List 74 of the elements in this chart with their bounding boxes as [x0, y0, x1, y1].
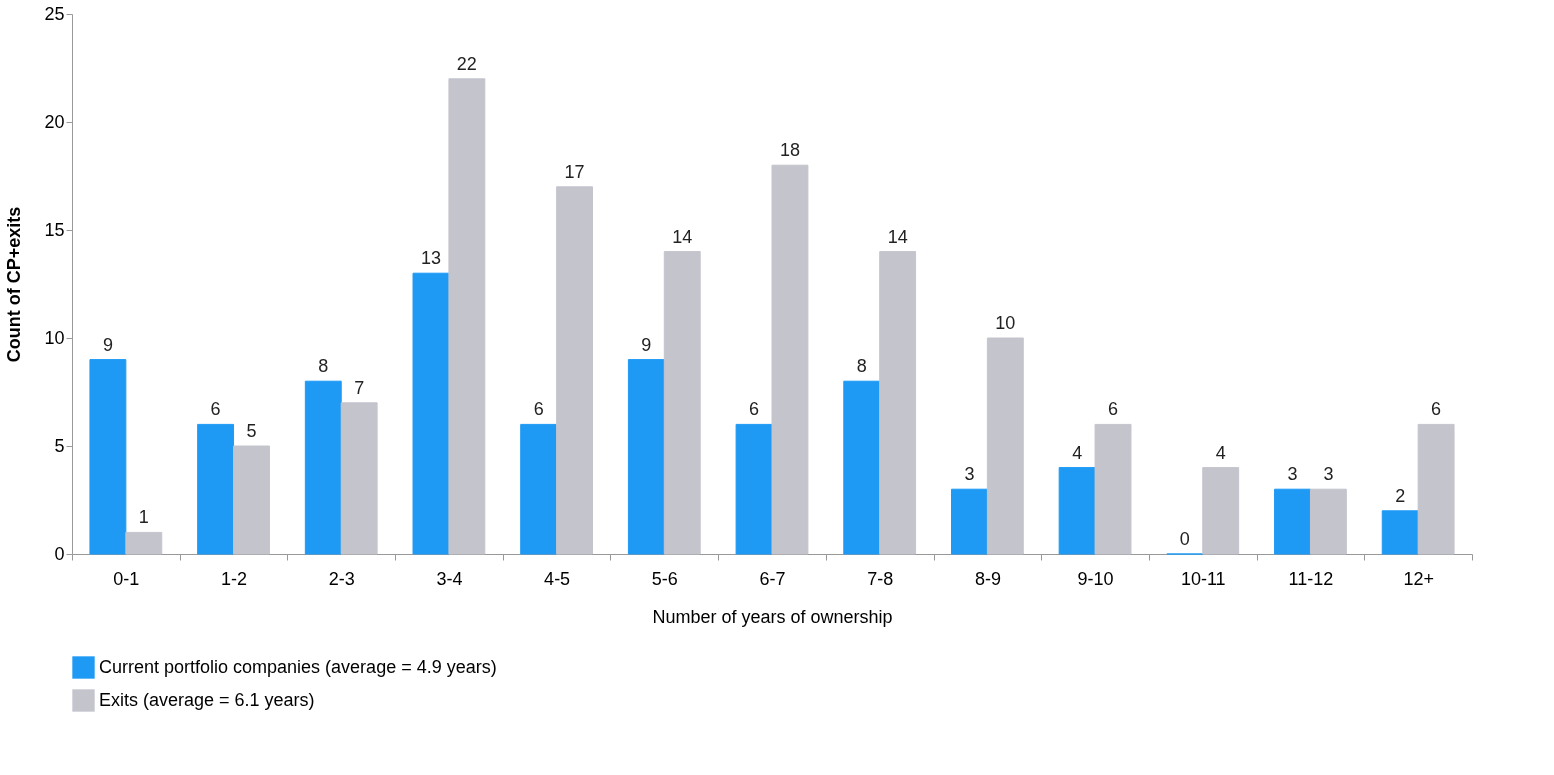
data-label: 3 [1287, 464, 1298, 485]
y-tick-label: 15 [44, 219, 65, 240]
x-tick-label: 10-11 [1180, 568, 1226, 589]
y-tick-label: 25 [44, 3, 65, 24]
data-label: 6 [533, 399, 544, 420]
data-label: 14 [672, 226, 693, 247]
bar [233, 445, 270, 555]
bar [843, 380, 881, 555]
x-tick-label: 9-10 [1077, 568, 1114, 589]
data-label: 9 [102, 334, 113, 355]
x-tick-label: 1-2 [221, 568, 248, 589]
bar [412, 272, 450, 555]
x-axis-title: Number of years of ownership [652, 606, 893, 627]
y-axis-title: Count of CP+exits [4, 206, 25, 363]
data-label: 4 [1072, 442, 1083, 463]
bar [340, 402, 378, 555]
bar [950, 488, 988, 555]
y-tick-label: 5 [54, 435, 65, 456]
y-tick-label: 20 [44, 111, 65, 132]
data-label: 8 [856, 356, 867, 377]
data-label: 2 [1395, 485, 1406, 506]
data-label: 9 [641, 334, 652, 355]
x-tick-label: 4-5 [544, 568, 571, 589]
data-label: 22 [456, 53, 477, 74]
y-tick-label: 10 [44, 327, 65, 348]
bar [1309, 488, 1347, 555]
data-label: 7 [354, 377, 365, 398]
bar [448, 78, 486, 555]
data-label: 3 [964, 464, 975, 485]
bar [1417, 423, 1455, 555]
data-label: 4 [1215, 442, 1226, 463]
data-label: 8 [318, 356, 329, 377]
bar [304, 380, 342, 555]
data-label: 13 [420, 248, 441, 269]
bar [879, 251, 917, 555]
legend-label: Exits (average = 6.1 years) [99, 689, 315, 710]
data-label: 5 [246, 421, 257, 441]
bar [89, 359, 127, 555]
bar [1202, 467, 1240, 555]
x-tick-label: 6-7 [759, 568, 786, 589]
bar [986, 337, 1024, 555]
data-label: 6 [210, 399, 221, 420]
bar [627, 359, 665, 555]
data-label: 10 [995, 313, 1016, 333]
bar [1094, 423, 1132, 555]
bar [520, 423, 558, 555]
bar [1274, 488, 1311, 555]
data-label: 17 [564, 161, 585, 182]
data-label: 6 [1431, 399, 1442, 420]
data-label: 18 [779, 140, 800, 161]
x-tick-label: 7-8 [867, 568, 894, 589]
bar [1381, 510, 1419, 555]
x-tick-label: 12+ [1403, 568, 1434, 589]
bar [1058, 467, 1096, 555]
bar [125, 531, 163, 555]
bar [663, 251, 701, 555]
x-tick-label: 8-9 [974, 568, 1001, 589]
data-label: 6 [749, 399, 760, 420]
x-tick-label: 11-12 [1288, 568, 1334, 589]
x-tick-label: 5-6 [651, 568, 678, 589]
x-tick-label: 3-4 [436, 568, 463, 589]
legend-label: Current portfolio companies (average = 4.9 years) [99, 656, 497, 677]
bar [556, 186, 594, 555]
data-label: 14 [887, 226, 908, 247]
data-label: 6 [1108, 399, 1119, 420]
data-label: 0 [1179, 529, 1190, 549]
bar [735, 423, 773, 555]
data-label: 1 [138, 507, 149, 528]
x-tick-label: 2-3 [328, 568, 355, 589]
y-tick-label: 0 [54, 543, 65, 564]
x-tick-label: 0-1 [113, 568, 140, 589]
data-label: 3 [1323, 464, 1334, 485]
bar [197, 423, 235, 555]
bar [771, 164, 809, 555]
